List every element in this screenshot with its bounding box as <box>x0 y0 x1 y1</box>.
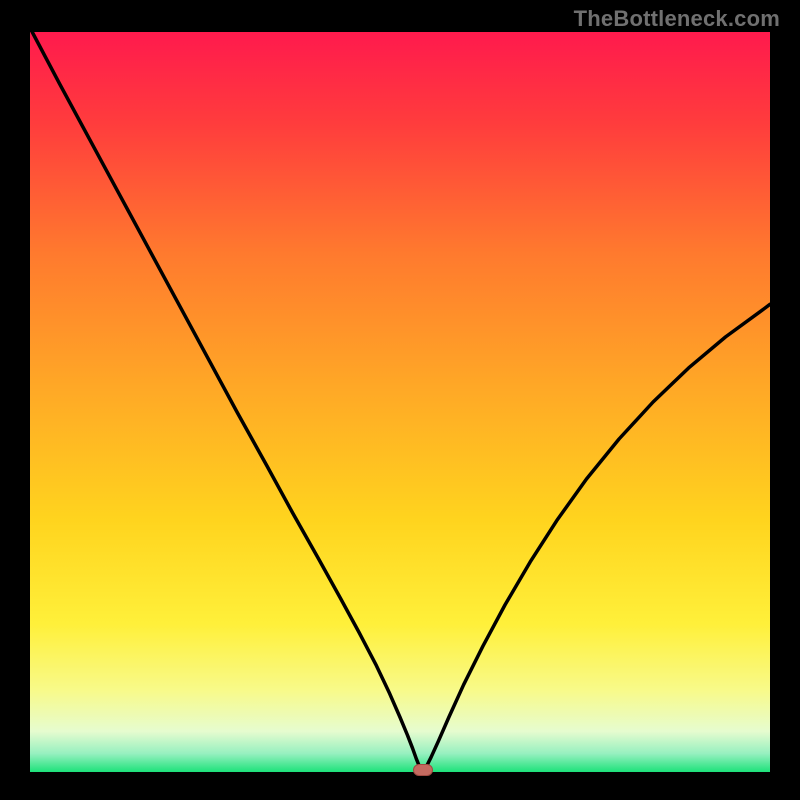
watermark-text: TheBottleneck.com <box>574 6 780 32</box>
bottleneck-curve <box>30 32 770 772</box>
minimum-marker <box>413 764 433 776</box>
plot-area <box>30 32 770 772</box>
chart-frame: TheBottleneck.com <box>0 0 800 800</box>
